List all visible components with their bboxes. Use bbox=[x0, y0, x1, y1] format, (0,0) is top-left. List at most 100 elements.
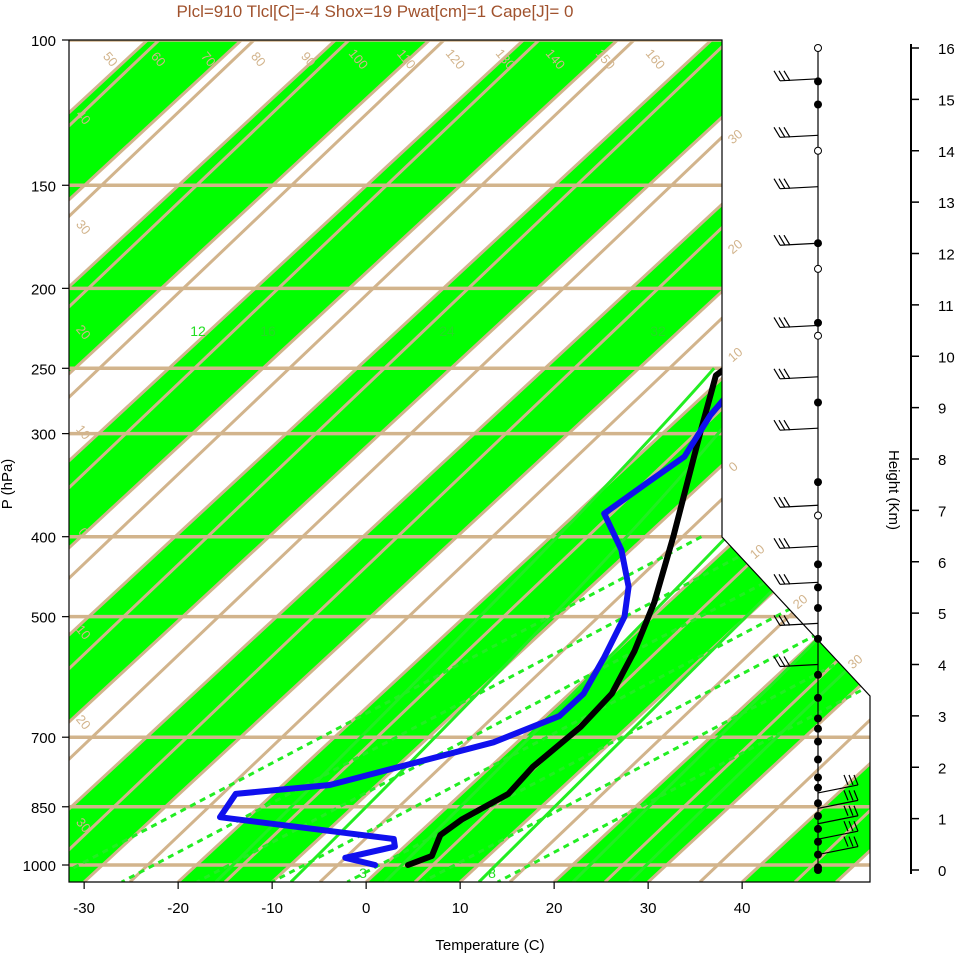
sounding-level-marker bbox=[814, 693, 822, 702]
wind-barb bbox=[817, 790, 859, 809]
height-tick-label: 4 bbox=[938, 658, 946, 675]
humidity-band bbox=[69, 40, 430, 882]
wind-profile bbox=[773, 44, 859, 874]
temperature-tick-label: -30 bbox=[73, 900, 95, 917]
sounding-level-marker bbox=[814, 783, 822, 792]
wind-barb bbox=[773, 496, 819, 508]
dewpoint-profile-line bbox=[217, 77, 870, 868]
height-tick-label: 16 bbox=[938, 41, 955, 58]
wind-barb bbox=[817, 820, 859, 840]
sounding-level-marker bbox=[814, 812, 822, 821]
moist-adiabat-line bbox=[214, 367, 716, 882]
pressure-tick-label: 150 bbox=[31, 178, 56, 195]
wind-barb bbox=[817, 774, 859, 794]
pressure-tick-label: 300 bbox=[31, 427, 56, 444]
moist-adiabat-line bbox=[571, 367, 870, 882]
mixing-ratio-line bbox=[121, 535, 778, 882]
isotherm-line bbox=[177, 40, 870, 882]
adiabat-line bbox=[69, 40, 446, 882]
pressure-tick-label: 250 bbox=[31, 361, 56, 378]
pressure-tick-label: 200 bbox=[31, 281, 56, 298]
pressure-tick-label: 850 bbox=[31, 800, 56, 817]
adiabat-left-label: 30 bbox=[73, 217, 94, 238]
temperature-tick-label: 10 bbox=[452, 900, 469, 917]
height-tick-label: 11 bbox=[938, 298, 954, 315]
mixing-ratio-label: 12 bbox=[190, 323, 206, 339]
chart-title: Plcl=910 Tlcl[C]=-4 Shox=19 Pwat[cm]=1 C… bbox=[176, 2, 573, 21]
isotherm-line bbox=[647, 40, 870, 882]
adiabat-line bbox=[698, 40, 870, 882]
height-tick-label: 7 bbox=[938, 503, 946, 520]
moist-adiabat-line bbox=[628, 367, 870, 882]
pressure-tick-label: 100 bbox=[31, 33, 56, 50]
mixing-ratio-label: 32 bbox=[650, 323, 666, 339]
sounding-level-open-marker bbox=[814, 264, 822, 273]
pressure-tick-label: 500 bbox=[31, 610, 56, 627]
adiabat-line bbox=[69, 40, 256, 882]
height-tick-label: 9 bbox=[938, 401, 946, 418]
wind-barb bbox=[773, 127, 819, 138]
mixing-ratio-bottom-label: 3 bbox=[359, 865, 367, 881]
height-tick-label: 8 bbox=[938, 452, 946, 469]
pressure-tick-label: 400 bbox=[31, 530, 56, 547]
adiabat-line bbox=[69, 40, 541, 882]
adiabat-right-label: 20 bbox=[725, 236, 746, 257]
adiabat-right-label: 30 bbox=[845, 651, 866, 672]
sounding-level-marker bbox=[814, 478, 822, 487]
height-tick-label: 10 bbox=[938, 349, 955, 366]
sounding-level-marker bbox=[814, 603, 822, 612]
adiabat-line bbox=[69, 40, 731, 882]
temperature-tick-label: -10 bbox=[261, 900, 283, 917]
adiabat-right-label: 10 bbox=[747, 541, 768, 562]
sounding-level-marker bbox=[814, 863, 822, 872]
temperature-tick-label: 20 bbox=[546, 900, 563, 917]
adiabat-right-label: 20 bbox=[790, 591, 811, 612]
sounding-level-marker bbox=[814, 837, 822, 846]
isotherm-top-label: 120 bbox=[443, 46, 468, 72]
sounding-level-open-marker bbox=[814, 44, 822, 52]
adiabat-line bbox=[223, 40, 870, 882]
isotherm-top-label: 80 bbox=[248, 49, 269, 70]
wind-barb bbox=[773, 538, 819, 549]
plot-border bbox=[68, 39, 871, 883]
wind-barb bbox=[773, 70, 819, 82]
wind-barb bbox=[773, 615, 819, 626]
height-tick-label: 14 bbox=[938, 144, 955, 161]
temperature-tick-label: -20 bbox=[167, 900, 189, 917]
x-axis-label: Temperature (C) bbox=[435, 937, 544, 954]
sounding-level-marker bbox=[814, 318, 822, 327]
isotherm-top-label: 160 bbox=[643, 46, 668, 72]
sounding-level-marker bbox=[814, 714, 822, 723]
adiabat-line bbox=[793, 40, 870, 882]
isotherm-line bbox=[69, 40, 807, 882]
mixing-ratio-label: 16 bbox=[260, 323, 276, 339]
height-tick-label: 12 bbox=[938, 247, 955, 264]
wind-barb bbox=[773, 317, 819, 329]
mixing-ratio-bottom-label: 8 bbox=[488, 865, 496, 881]
isotherm-line bbox=[69, 40, 431, 882]
wind-barb bbox=[773, 573, 819, 585]
sounding-level-marker bbox=[814, 799, 822, 808]
adiabat-line bbox=[69, 40, 351, 882]
wind-barb bbox=[773, 178, 819, 190]
mixing-ratio-line bbox=[421, 535, 870, 882]
isotherm-line bbox=[69, 40, 243, 882]
temperature-profile-line bbox=[405, 64, 870, 868]
sounding-profiles bbox=[217, 64, 870, 868]
sounding-level-open-marker bbox=[814, 511, 822, 520]
mixing-ratio-line bbox=[497, 535, 870, 882]
isotherm-line bbox=[69, 40, 619, 882]
adiabat-right-label: 30 bbox=[725, 126, 746, 147]
temperature-tick-label: 0 bbox=[362, 900, 370, 917]
height-tick-label: 15 bbox=[938, 92, 955, 109]
sounding-level-marker bbox=[814, 670, 822, 679]
pressure-tick-label: 1000 bbox=[23, 858, 56, 875]
height-tick-label: 1 bbox=[938, 812, 946, 829]
wind-barb bbox=[817, 805, 859, 825]
adiabat-line bbox=[69, 40, 636, 882]
sounding-level-open-marker bbox=[814, 146, 822, 155]
height-tick-label: 13 bbox=[938, 195, 955, 212]
height-tick-label: 2 bbox=[938, 760, 946, 777]
